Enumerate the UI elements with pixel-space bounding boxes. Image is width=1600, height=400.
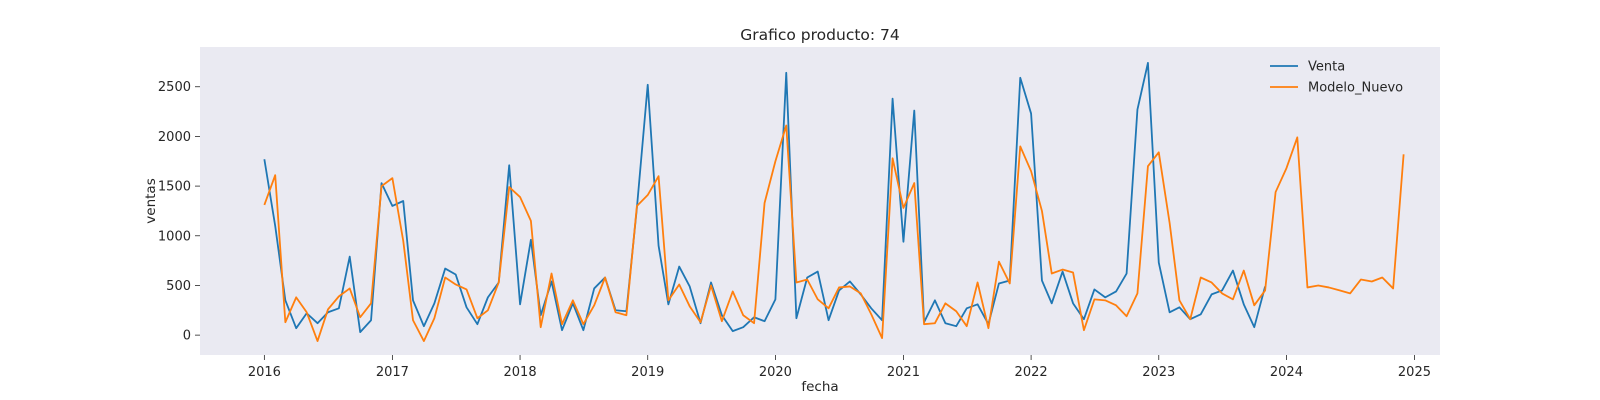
x-tick-label: 2024	[1270, 365, 1303, 380]
x-tick-label: 2025	[1398, 365, 1431, 380]
plot-background	[200, 47, 1440, 355]
series-line-modelo-nuevo	[263, 124, 1405, 342]
x-tick-label: 2023	[1142, 365, 1175, 380]
series-lines	[263, 62, 1405, 342]
y-axis-label: ventas	[143, 178, 159, 223]
y-axis-ticks: 0 500 1000 1500 2000 2500	[158, 80, 200, 344]
y-tick-label: 1000	[158, 229, 191, 244]
x-tick-label: 2021	[887, 365, 920, 380]
y-tick-label: 0	[183, 329, 191, 344]
y-tick-label: 2500	[158, 80, 191, 95]
x-axis-ticks: 2016 2017 2018 2019 2020 2021 2022 2023 2024 2025	[248, 355, 1431, 380]
y-tick-label: 1500	[158, 180, 191, 195]
x-tick-label: 2016	[248, 365, 281, 380]
x-tick-label: 2019	[631, 365, 664, 380]
x-tick-label: 2022	[1015, 365, 1048, 380]
x-tick-label: 2018	[504, 365, 537, 380]
x-axis-label: fecha	[801, 379, 838, 395]
x-tick-label: 2020	[759, 365, 792, 380]
y-tick-label: 500	[166, 279, 191, 294]
legend: Venta Modelo_Nuevo	[1270, 60, 1403, 96]
legend-label: Venta	[1308, 60, 1345, 75]
y-tick-label: 2000	[158, 130, 191, 145]
chart-title: Grafico producto: 74	[740, 26, 900, 44]
x-tick-label: 2017	[376, 365, 409, 380]
series-line-venta	[263, 62, 1266, 334]
legend-label: Modelo_Nuevo	[1308, 81, 1403, 96]
